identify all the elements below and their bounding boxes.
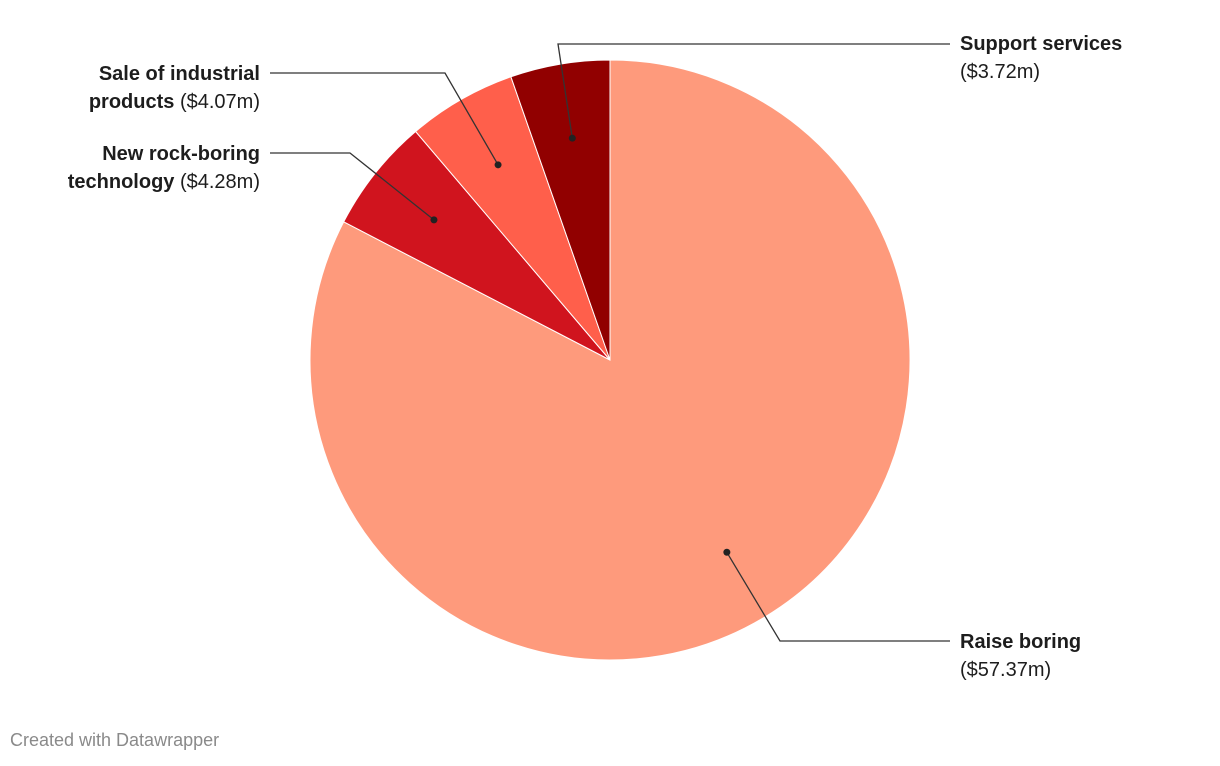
label-value: ($57.37m) [960, 659, 1052, 681]
label-name: Support services [960, 33, 1123, 55]
leader-line [557, 43, 950, 139]
label-value: ($4.07m) [179, 91, 260, 113]
leader-dot [430, 216, 438, 224]
leader-line [270, 152, 435, 221]
label-name: New rock-boring technology [67, 143, 260, 193]
slice [510, 59, 611, 361]
slice-label: Raise boring ($57.37m) [960, 628, 1150, 684]
label-name: Sale of industrial products [88, 63, 260, 113]
slice-label: New rock-boring technology ($4.28m) [20, 140, 260, 196]
leader-dot [723, 548, 731, 556]
label-value: ($3.72m) [960, 61, 1041, 83]
label-name: Raise boring [960, 631, 1082, 653]
leader-line [726, 551, 950, 642]
credit: Created with Datawrapper [10, 730, 220, 750]
leader-line [270, 72, 499, 166]
slice-label: Support services ($3.72m) [960, 30, 1150, 86]
leader-dot [568, 134, 576, 142]
slice-label: Sale of industrial products ($4.07m) [20, 60, 260, 116]
leader-dot [494, 161, 502, 169]
label-value: ($4.28m) [179, 171, 260, 193]
